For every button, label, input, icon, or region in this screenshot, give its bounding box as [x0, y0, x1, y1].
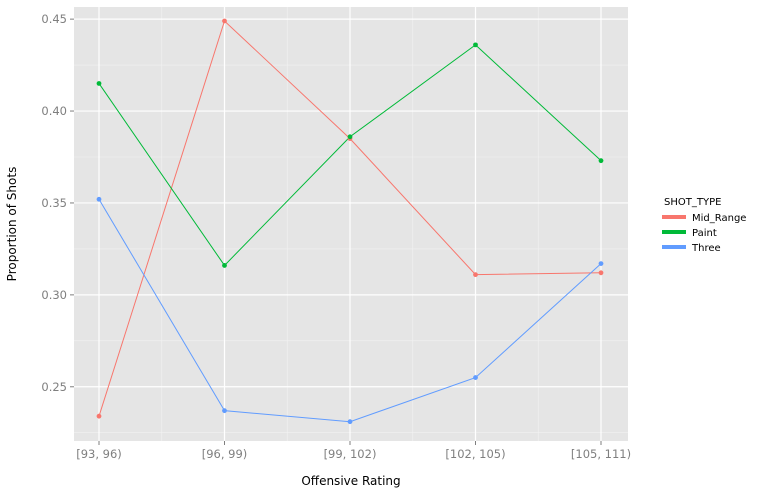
y-tick-label: 0.35	[41, 196, 67, 210]
data-point-paint	[473, 42, 478, 48]
data-point-three	[347, 419, 353, 425]
x-tick-label: [93, 96)	[76, 447, 122, 461]
y-tick-label: 0.30	[41, 288, 67, 302]
data-point-paint	[347, 134, 353, 140]
legend-label-paint: Paint	[692, 228, 717, 239]
y-tick-label: 0.25	[41, 380, 67, 394]
data-point-mid-range	[598, 270, 604, 276]
data-point-three	[222, 408, 227, 414]
plot-panel	[74, 7, 628, 441]
data-point-paint	[598, 158, 604, 164]
y-axis-ticks: 0.25 0.30 0.35 0.40 0.45	[41, 12, 74, 394]
data-point-three	[473, 375, 478, 380]
y-tick-label: 0.45	[41, 12, 67, 26]
legend-label-three: Three	[691, 243, 721, 254]
y-axis-title: Proportion of Shots	[5, 167, 19, 282]
x-axis-ticks: [93, 96) [96, 99) [99, 102) [102, 105) [105,…	[76, 441, 631, 461]
data-point-mid-range	[96, 413, 102, 419]
data-point-mid-range	[222, 18, 227, 24]
series-points	[96, 18, 604, 425]
data-point-paint	[96, 81, 102, 86]
x-tick-label: [105, 111)	[571, 447, 631, 461]
x-tick-label: [102, 105)	[445, 447, 505, 461]
data-point-mid-range	[473, 272, 478, 278]
x-axis-title: Offensive Rating	[301, 474, 400, 488]
x-tick-label: [99, 102)	[324, 447, 377, 461]
y-tick-label: 0.40	[41, 104, 67, 118]
data-point-three	[598, 261, 604, 267]
legend-label-mid-range: Mid_Range	[692, 213, 746, 224]
data-point-paint	[222, 263, 227, 268]
data-point-three	[96, 196, 102, 202]
legend-title: SHOT_TYPE	[664, 197, 721, 208]
legend: SHOT_TYPE Mid_Range Paint Three	[662, 197, 746, 254]
x-tick-label: [96, 99)	[202, 447, 248, 461]
